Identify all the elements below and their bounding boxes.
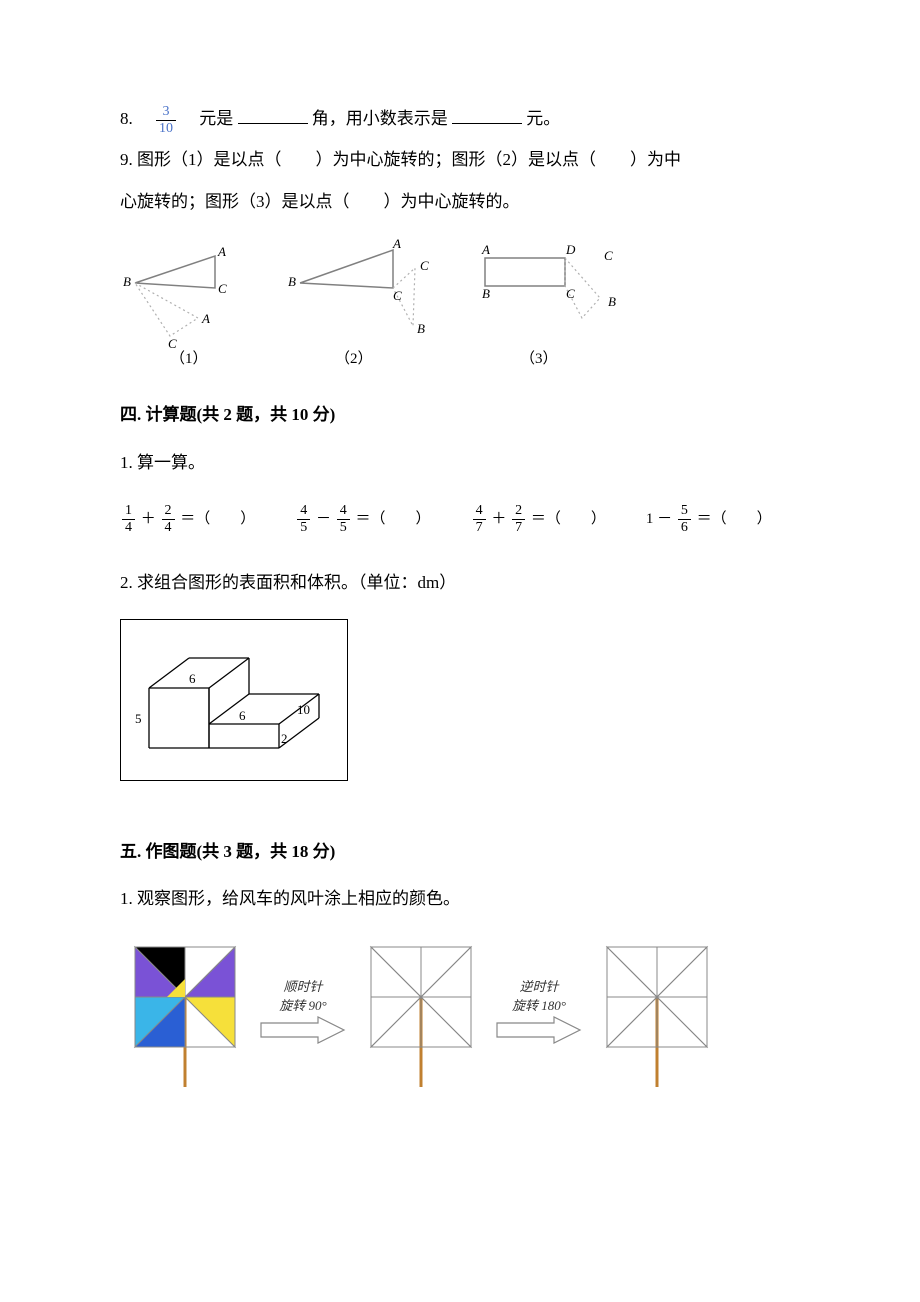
q9-svg: ABCAC（1）ABCCB（2）ABDCCB（3） xyxy=(120,238,640,368)
q8-text1: 元是 xyxy=(182,109,233,128)
windmill-blank-1 xyxy=(356,932,486,1092)
svg-text:C: C xyxy=(393,288,402,303)
section4-q1-label: 1. 算一算。 xyxy=(120,444,800,481)
q8-text3: 元。 xyxy=(526,109,560,128)
question-8: 8. 3 10 元是 角，用小数表示是 元。 xyxy=(120,100,800,137)
svg-text:（1）: （1） xyxy=(170,350,208,367)
svg-text:C: C xyxy=(420,258,429,273)
q8-fraction: 3 10 xyxy=(156,105,176,136)
svg-text:B: B xyxy=(482,286,490,301)
calc-item: 47 ＋ 27 ＝（ ） xyxy=(471,503,606,536)
svg-text:C: C xyxy=(218,281,227,296)
svg-text:B: B xyxy=(417,321,425,336)
windmill-colored xyxy=(120,932,250,1092)
calc-row: 14 ＋ 24 ＝（ ） 45 － 45 ＝（ ） 47 ＋ 27 ＝（ ） 1 － … xyxy=(120,503,800,536)
svg-text:（3）: （3） xyxy=(520,350,558,367)
calc-item: 1 － 56 ＝（ ） xyxy=(646,503,772,536)
svg-text:C: C xyxy=(168,336,177,351)
svg-text:（2）: （2） xyxy=(335,350,373,367)
arrow2-line1: 逆时针 xyxy=(519,978,558,996)
solid-figure: 6 6 10 5 2 xyxy=(120,619,348,780)
svg-text:5: 5 xyxy=(135,711,142,726)
arrow-icon-2 xyxy=(494,1015,584,1045)
q8-prefix: 8. xyxy=(120,109,150,128)
arrow-box-1: 顺时针 旋转 90° xyxy=(258,978,348,1044)
svg-text:A: A xyxy=(217,244,226,259)
svg-text:A: A xyxy=(392,238,401,251)
windmill-blank-2 xyxy=(592,932,722,1092)
arrow-box-2: 逆时针 旋转 180° xyxy=(494,978,584,1044)
arrow2-line2: 旋转 180° xyxy=(512,997,566,1015)
svg-text:6: 6 xyxy=(189,671,196,686)
q8-blank2 xyxy=(452,103,522,124)
q8-blank1 xyxy=(238,103,308,124)
section4-q2-label: 2. 求组合图形的表面积和体积。（单位：dm） xyxy=(120,564,800,601)
windmill-row: 顺时针 旋转 90° 逆时针 旋转 180° xyxy=(120,932,800,1092)
solid-svg: 6 6 10 5 2 xyxy=(129,628,339,758)
arrow1-line2: 旋转 90° xyxy=(279,997,326,1015)
question-9-line2: 心旋转的；图形（3）是以点（ ）为中心旋转的。 xyxy=(120,183,800,220)
q8-text2: 角，用小数表示是 xyxy=(312,109,448,128)
section-5-title: 五. 作图题(共 3 题，共 18 分) xyxy=(120,833,800,870)
svg-text:6: 6 xyxy=(239,708,246,723)
svg-text:10: 10 xyxy=(297,702,310,717)
question-9-line1: 9. 图形（1）是以点（ ）为中心旋转的；图形（2）是以点（ ）为中 xyxy=(120,141,800,178)
svg-text:2: 2 xyxy=(281,731,288,746)
svg-text:B: B xyxy=(608,294,616,309)
svg-text:D: D xyxy=(565,242,576,257)
arrow1-line1: 顺时针 xyxy=(283,978,322,996)
svg-text:A: A xyxy=(201,311,210,326)
section-4-title: 四. 计算题(共 2 题，共 10 分) xyxy=(120,396,800,433)
svg-text:B: B xyxy=(123,274,131,289)
calc-item: 45 － 45 ＝（ ） xyxy=(295,503,430,536)
arrow-icon-1 xyxy=(258,1015,348,1045)
calc-item: 14 ＋ 24 ＝（ ） xyxy=(120,503,255,536)
section5-q1-label: 1. 观察图形，给风车的风叶涂上相应的颜色。 xyxy=(120,880,800,917)
svg-text:A: A xyxy=(481,242,490,257)
q9-figures: ABCAC（1）ABCCB（2）ABDCCB（3） xyxy=(120,238,800,368)
svg-text:C: C xyxy=(604,248,613,263)
svg-text:C: C xyxy=(566,286,575,301)
svg-text:B: B xyxy=(288,274,296,289)
